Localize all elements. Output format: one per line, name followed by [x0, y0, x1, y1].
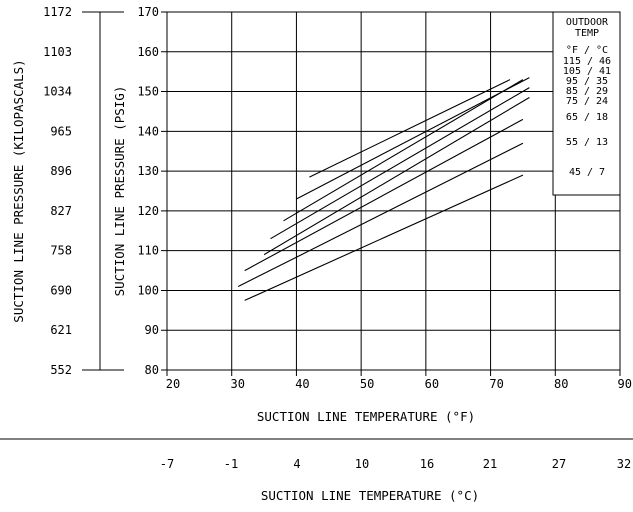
legend-subtitle: TEMP	[575, 28, 599, 39]
y-tick-label: 140	[137, 124, 159, 138]
kilopascal-tick-label: 1034	[43, 85, 72, 99]
celsius-tick-label: 21	[483, 457, 497, 471]
series-line-2	[296, 77, 530, 200]
x-tick-label: 40	[295, 377, 309, 391]
kilopascal-tick-label: 965	[50, 124, 72, 138]
legend-units: °F / °C	[566, 45, 608, 56]
y-tick-labels: 80 90 100 110 120 130 140 150 160 170	[137, 5, 159, 377]
kilopascal-tick-label: 1103	[43, 45, 72, 59]
legend-entry: 95 / 35	[566, 76, 608, 87]
kilopascal-tick-label: 621	[50, 323, 72, 337]
celsius-tick-label: 4	[293, 457, 300, 471]
x-tick-label: 60	[425, 377, 439, 391]
series-line-3	[270, 87, 530, 240]
x-tick-label: 80	[554, 377, 568, 391]
legend-entry: 55 / 13	[566, 137, 608, 148]
x-tick-labels: 20 30 40 50 60 70 80 90	[166, 377, 632, 391]
kilopascal-axis-title: SUCTION LINE PRESSURE (KILOPASCALS)	[11, 59, 26, 322]
series-line-4	[263, 97, 530, 256]
x-tick-label: 30	[230, 377, 244, 391]
kilopascal-tick-label: 1172	[43, 5, 72, 19]
legend-box	[552, 11, 621, 196]
y-tick-label: 80	[145, 363, 159, 377]
kilopascal-scale	[82, 11, 124, 371]
x-tick-label: 20	[166, 377, 180, 391]
y-axis-title: SUCTION LINE PRESSURE (PSIG)	[112, 86, 127, 297]
kilopascal-tick-label: 758	[50, 244, 72, 258]
y-tick-label: 100	[137, 283, 159, 297]
kilopascal-tick-label: 827	[50, 204, 72, 218]
y-tick-label: 90	[145, 323, 159, 337]
y-tick-label: 160	[137, 45, 159, 59]
series-line-0	[309, 79, 511, 178]
legend-entry: 65 / 18	[566, 112, 608, 123]
x-tick-label: 90	[618, 377, 632, 391]
legend-entry: 75 / 24	[566, 96, 608, 107]
y-tick-label: 150	[137, 85, 159, 99]
legend-entry: 45 / 7	[569, 167, 605, 178]
kilopascal-tick-label: 690	[50, 283, 72, 297]
celsius-axis-title: SUCTION LINE TEMPERATURE (°C)	[261, 488, 479, 503]
celsius-tick-label: 16	[420, 457, 434, 471]
kilopascal-tick-label: 896	[50, 164, 72, 178]
y-tick-label: 120	[137, 204, 159, 218]
celsius-tick-label: 10	[355, 457, 369, 471]
celsius-tick-label: -7	[160, 457, 174, 471]
series-line-6	[237, 142, 524, 287]
y-tick-label: 130	[137, 164, 159, 178]
y-tick-label: 170	[137, 5, 159, 19]
celsius-tick-labels: -7 -1 4 10 16 21 27 32	[160, 457, 631, 471]
celsius-tick-label: 32	[617, 457, 631, 471]
x-axis-title: SUCTION LINE TEMPERATURE (°F)	[257, 409, 475, 424]
kilopascal-tick-label: 552	[50, 363, 72, 377]
series-lines	[237, 77, 530, 301]
x-tick-label: 50	[360, 377, 374, 391]
kilopascal-tick-labels: 552 621 690 758 827 896 965 1034 1103 1172	[43, 5, 72, 377]
legend-entry: 85 / 29	[566, 86, 608, 97]
x-tick-label: 70	[489, 377, 503, 391]
series-line-7	[244, 174, 524, 301]
celsius-tick-label: 27	[552, 457, 566, 471]
series-line-5	[244, 118, 524, 272]
legend-entry: 105 / 41	[563, 66, 611, 77]
legend-entry: 115 / 46	[563, 56, 611, 67]
legend-title: OUTDOOR	[566, 17, 609, 28]
y-tick-label: 110	[137, 244, 159, 258]
grid	[161, 11, 621, 376]
series-line-1	[283, 79, 524, 222]
celsius-tick-label: -1	[224, 457, 238, 471]
